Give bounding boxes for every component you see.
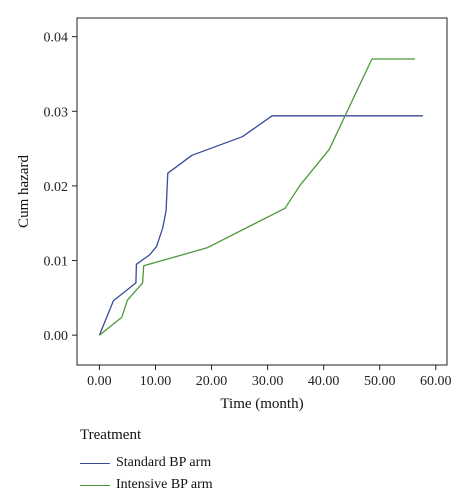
y-tick-label: 0.04 bbox=[44, 31, 69, 46]
x-tick-label: 30.00 bbox=[252, 374, 284, 389]
axis-ticks: 0.00 10.00 20.00 30.00 40.00 50.00 60.00 0.00 0.… bbox=[44, 31, 452, 389]
legend-item-intensive: Intensive BP arm bbox=[80, 474, 213, 496]
legend-label-intensive: Intensive BP arm bbox=[116, 477, 213, 492]
legend-item-standard: Standard BP arm bbox=[80, 452, 213, 474]
legend: Treatment Standard BP arm Intensive BP a… bbox=[80, 427, 213, 496]
plot-frame bbox=[76, 17, 448, 366]
legend-label-standard: Standard BP arm bbox=[116, 455, 212, 470]
chart-svg: 0.00 10.00 20.00 30.00 40.00 50.00 60.00 0.00 0.… bbox=[16, 17, 452, 412]
series-lines bbox=[98, 58, 423, 336]
series-line-standard bbox=[98, 115, 423, 336]
y-axis-title: Cum hazard bbox=[16, 155, 32, 228]
y-tick-label: 0.00 bbox=[44, 329, 69, 344]
x-tick-label: 40.00 bbox=[308, 374, 340, 389]
legend-swatch-standard bbox=[80, 462, 110, 464]
x-tick-label: 0.00 bbox=[87, 374, 112, 389]
x-tick-label: 60.00 bbox=[420, 374, 452, 389]
legend-swatch-intensive bbox=[80, 484, 110, 486]
x-tick-label: 20.00 bbox=[196, 374, 228, 389]
x-tick-label: 50.00 bbox=[364, 374, 396, 389]
legend-title: Treatment bbox=[80, 427, 142, 443]
x-axis-title: Time (month) bbox=[220, 396, 303, 412]
y-tick-label: 0.03 bbox=[44, 105, 69, 120]
y-tick-label: 0.02 bbox=[44, 180, 69, 195]
y-tick-label: 0.01 bbox=[44, 255, 69, 270]
x-tick-label: 10.00 bbox=[140, 374, 172, 389]
plot-border bbox=[76, 17, 448, 366]
series-line-intensive bbox=[98, 58, 415, 336]
